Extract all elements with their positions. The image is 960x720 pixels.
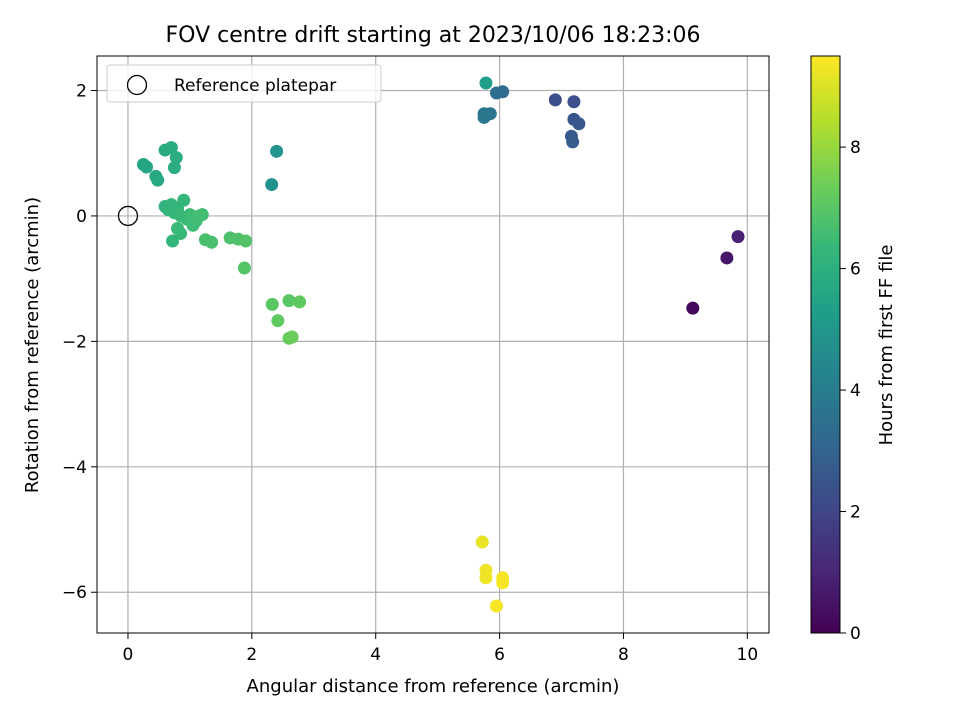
data-point	[270, 144, 284, 158]
data-point	[164, 141, 178, 155]
legend-label: Reference platepar	[174, 76, 336, 96]
y-tick-label: −4	[62, 458, 87, 478]
colorbar-tick-label: 8	[850, 138, 861, 158]
data-point	[239, 234, 253, 248]
data-point	[496, 576, 510, 590]
chart-title: FOV centre drift starting at 2023/10/06 …	[166, 23, 701, 48]
data-point	[205, 235, 219, 249]
x-tick-label: 8	[618, 645, 629, 665]
data-point	[477, 110, 491, 124]
data-point	[237, 261, 251, 275]
data-point	[566, 135, 580, 149]
data-point	[475, 535, 489, 549]
data-point	[489, 86, 503, 100]
data-point	[195, 208, 209, 222]
data-points	[136, 76, 745, 613]
plot-frame	[96, 55, 770, 634]
data-point	[731, 230, 745, 244]
data-point	[720, 251, 734, 265]
y-tick-label: 2	[76, 81, 87, 101]
data-point	[293, 295, 307, 309]
data-point	[572, 117, 586, 131]
data-point	[151, 173, 165, 187]
data-point	[177, 193, 191, 207]
legend-reference-marker	[126, 74, 148, 96]
colorbar-tick-label: 4	[850, 381, 861, 401]
y-tick-label: 0	[76, 207, 87, 227]
data-point	[282, 294, 296, 308]
data-point	[567, 95, 581, 109]
y-tick-label: −2	[62, 332, 87, 352]
reference-marker-group	[117, 205, 139, 227]
data-point	[166, 234, 180, 248]
data-point	[140, 160, 154, 174]
data-point	[285, 330, 299, 344]
data-point	[265, 178, 279, 192]
data-point	[686, 301, 700, 315]
reference-platepar-marker	[117, 205, 139, 227]
x-tick-label: 6	[494, 645, 505, 665]
colorbar-ticks: 0 2 4 6 8	[840, 138, 861, 644]
colorbar-tick-label: 2	[850, 503, 861, 523]
y-axis-ticks: −6 −4 −2 0 2	[62, 81, 97, 603]
data-point	[271, 314, 285, 328]
legend-box	[106, 64, 382, 103]
x-axis-label: Angular distance from reference (arcmin)	[247, 676, 620, 697]
data-point	[169, 151, 183, 165]
colorbar-label: Hours from first FF file	[876, 245, 897, 446]
colorbar	[810, 55, 841, 634]
x-tick-label: 0	[123, 645, 134, 665]
data-point	[489, 599, 503, 613]
x-tick-label: 10	[737, 645, 759, 665]
data-point	[265, 297, 279, 311]
legend: Reference platepar	[106, 64, 382, 103]
y-axis-label: Rotation from reference (arcmin)	[22, 197, 43, 493]
grid-lines	[97, 56, 769, 633]
x-axis-ticks: 0 2 4 6 8 10	[123, 633, 759, 665]
colorbar-tick-label: 6	[850, 260, 861, 280]
colorbar-tick-label: 0	[850, 624, 861, 644]
data-point	[167, 161, 181, 175]
y-tick-label: −6	[62, 583, 87, 603]
data-point	[479, 76, 493, 90]
data-point	[479, 571, 493, 585]
x-tick-label: 4	[370, 645, 381, 665]
data-point	[548, 93, 562, 107]
x-tick-label: 2	[246, 645, 257, 665]
